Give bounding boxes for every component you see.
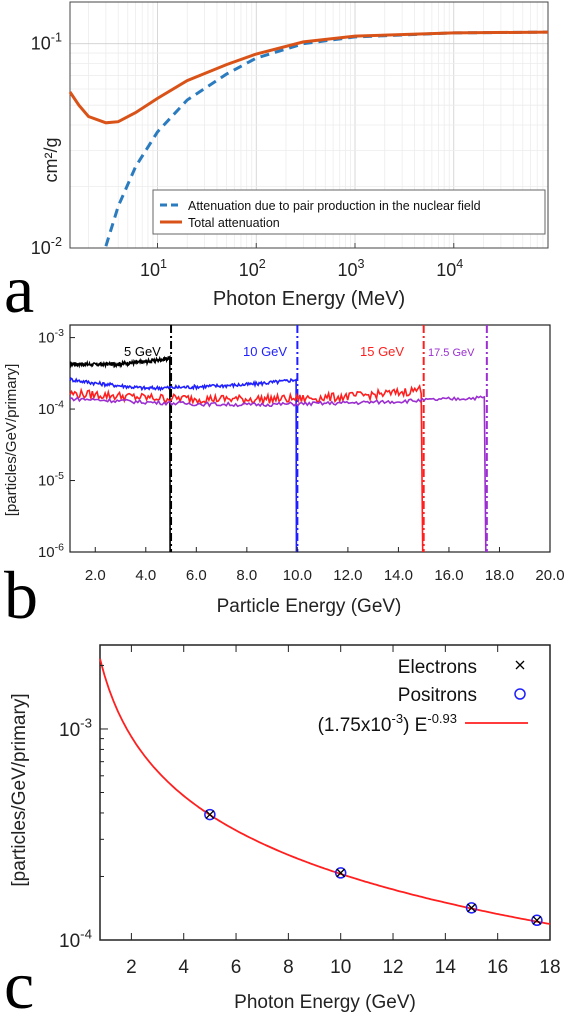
y-axis-label: [particles/GeV/primary] [9, 693, 30, 886]
x-tick-label: 6 [231, 957, 242, 978]
x-tick-label: 20.0 [535, 567, 564, 584]
panel-b-chart: 5 GeV 10 GeV 15 GeV 17.5 GeV 2.0 4.0 6.0 8.0 10.… [3, 324, 565, 617]
x-tick-label: 2.0 [85, 567, 106, 584]
x-axis-label: Photon Energy (MeV) [213, 288, 405, 310]
fit-curve-line [99, 658, 551, 925]
legend-entry-fit: (1.75x10-3) E-0.93 [318, 711, 457, 736]
panel-c-chart: 2 4 6 8 10 12 14 16 18 10-4 10-3 Photon Energy (GeV… [9, 644, 561, 1013]
x-tick-label: 14 [435, 957, 457, 978]
legend-box [152, 189, 546, 235]
x-tick-label: 8 [283, 957, 294, 978]
x-tick-label: 18.0 [485, 567, 514, 584]
x-tick-label: 10 [330, 957, 351, 978]
legend-entry-electrons: Electrons [398, 657, 477, 678]
legend-entry: Attenuation due to pair production in th… [188, 199, 481, 213]
y-tick-label: 10-1 [31, 31, 62, 54]
plot-frame [69, 324, 551, 553]
x-tick-label: 102 [239, 257, 266, 280]
series-5-gev-line [69, 354, 171, 553]
series-label: 5 GeV [124, 344, 161, 359]
electron-point [336, 868, 346, 878]
series-10-gev-line [69, 377, 298, 553]
y-axis-label-group: [particles/GeV/primary] [3, 364, 20, 517]
legend: Electrons Positrons (1.75x10-3) E-0.93 [318, 657, 528, 736]
legend-entry: Total attenuation [188, 216, 280, 230]
y-axis-label: cm²/g [41, 138, 61, 183]
positron-point [465, 902, 478, 914]
electron-point [205, 810, 215, 820]
y-tick-label: 10-3 [38, 327, 64, 347]
x-tick-label: 4.0 [135, 567, 156, 584]
x-tick-label: 103 [337, 257, 364, 280]
x-tick-label: 8.0 [236, 567, 257, 584]
x-axis-label: Photon Energy (GeV) [234, 992, 416, 1013]
x-tick-label: 6.0 [186, 567, 207, 584]
y-tick-label: 10-2 [31, 235, 62, 258]
panel-c-letter: c [4, 947, 34, 1017]
series-label: 17.5 GeV [428, 347, 475, 359]
y-tick-label: 10-6 [38, 541, 64, 561]
y-tick-label: 10-4 [38, 398, 64, 418]
x-tick-label: 104 [436, 257, 463, 280]
x-tick-label: 101 [140, 257, 167, 280]
x-tick-label: 2 [126, 957, 137, 978]
legend-entry-positrons: Positrons [398, 685, 477, 706]
positron-point [334, 867, 347, 879]
x-tick-label: 12 [382, 957, 403, 978]
x-tick-label: 18 [539, 957, 560, 978]
y-axis-label-group: [particles/GeV/primary] [9, 693, 30, 886]
panel-a-chart: 101 102 103 104 10-2 10-1 Photon Energy (MeV) c… [31, 1, 549, 310]
x-tick-label: 4 [178, 957, 189, 978]
y-axis-label-group: cm²/g [41, 138, 61, 183]
series-15-gev-line [69, 384, 424, 553]
panel-b-letter: b [4, 557, 38, 633]
panel-a-letter: a [4, 251, 34, 327]
positron-point [204, 808, 216, 821]
x-axis-label: Particle Energy (GeV) [217, 596, 402, 617]
legend: Attenuation due to pair production in th… [152, 189, 546, 235]
series-total-attenuation-line [68, 30, 549, 125]
series-label: 10 GeV [243, 344, 287, 359]
x-tick-label: 10.0 [283, 567, 312, 584]
plot-frame [69, 1, 549, 249]
series-pair-production-line [104, 30, 549, 247]
legend-positron-marker [514, 688, 526, 700]
x-tick-label: 16 [487, 957, 508, 978]
x-tick-label: 12.0 [333, 567, 362, 584]
y-axis-label: [particles/GeV/primary] [3, 364, 20, 517]
electron-point [532, 915, 542, 925]
x-tick-label: 14.0 [384, 567, 413, 584]
plot-frame [99, 644, 551, 941]
y-tick-label: 10-3 [59, 715, 92, 741]
legend-electron-marker [515, 660, 525, 670]
electron-point [467, 903, 476, 913]
series-label: 15 GeV [360, 344, 404, 359]
y-tick-label: 10-4 [59, 926, 92, 952]
y-tick-label: 10-5 [38, 470, 64, 490]
series-17-5-gev-line [69, 395, 487, 553]
x-tick-label: 16.0 [434, 567, 463, 584]
positron-point [531, 914, 543, 927]
